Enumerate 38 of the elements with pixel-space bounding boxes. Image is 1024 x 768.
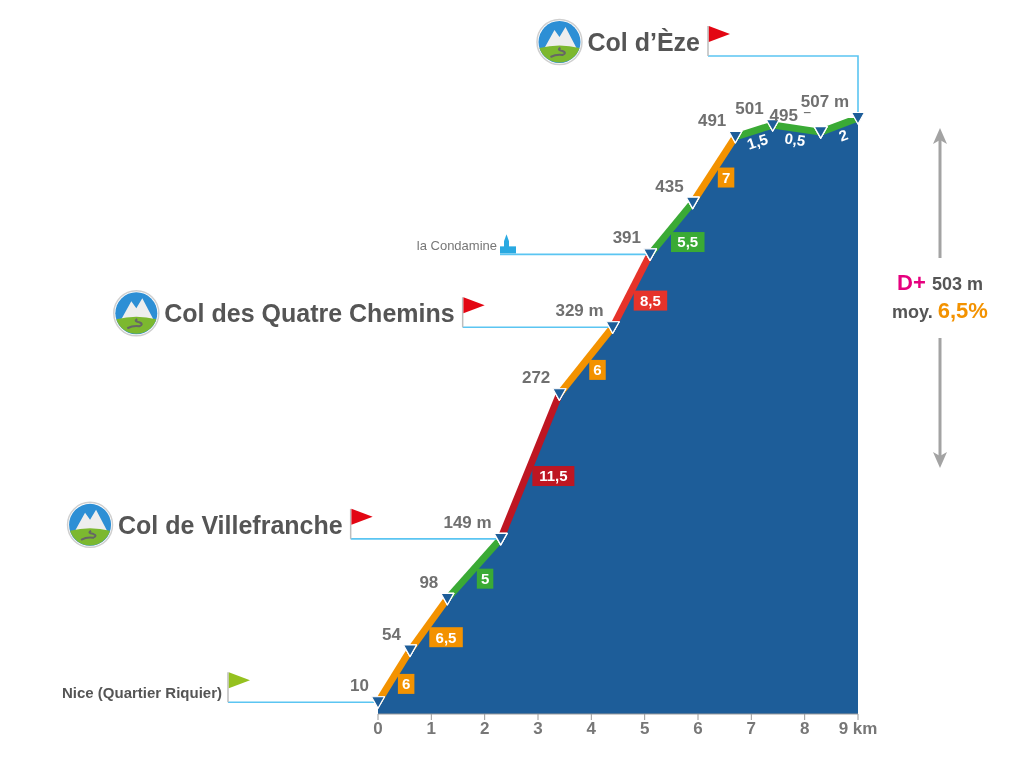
text: 2 [836,125,851,145]
series-label: 8,5 [640,291,661,309]
text: 1,5 [744,130,770,153]
annotation: Col d’Èze [587,28,701,56]
series-label: 6 [593,361,602,379]
data-label: 10 [350,676,369,696]
x-tick-label: 1 [426,719,437,739]
x-tick-label: 5 [639,719,650,739]
annotation: Nice (Quartier Riquier) [61,684,222,702]
text: moy. 6,5% [892,298,988,323]
x-tick-label: 6 [693,719,703,739]
series-label: 6 [401,675,411,693]
x-tick-label: 9 km [838,719,878,739]
data-label: 272 [521,368,551,388]
text: 0,5 [783,129,807,150]
data-label: 435 [655,176,684,196]
x-tick-label: 3 [533,719,543,739]
data-label: 149 m [443,512,492,532]
series-label: 11,5 [539,467,568,485]
data-label: 329 m [555,301,604,321]
text: D+ 503 m [897,270,983,295]
x-tick-label: 7 [746,719,757,739]
series-label: 6,5 [435,628,457,646]
annotation: Col de Villefranche [118,510,343,539]
series-label: 7 [721,168,731,186]
data-label: 98 [419,572,439,592]
x-tick-label: 8 [799,719,810,739]
x-tick-label: 2 [479,719,490,739]
series-label: 5,5 [677,233,699,251]
data-label: 54 [382,624,402,644]
data-label: 501 [735,99,764,119]
x-tick-label: 0 [373,719,383,739]
data-label: 491 [697,110,727,130]
x-tick-label: 4 [586,719,597,739]
annotation: Col des Quatre Chemins [164,299,455,328]
series-label: 5 [480,570,490,588]
annotation: la Condamine [416,238,497,254]
data-label: 391 [612,228,641,248]
